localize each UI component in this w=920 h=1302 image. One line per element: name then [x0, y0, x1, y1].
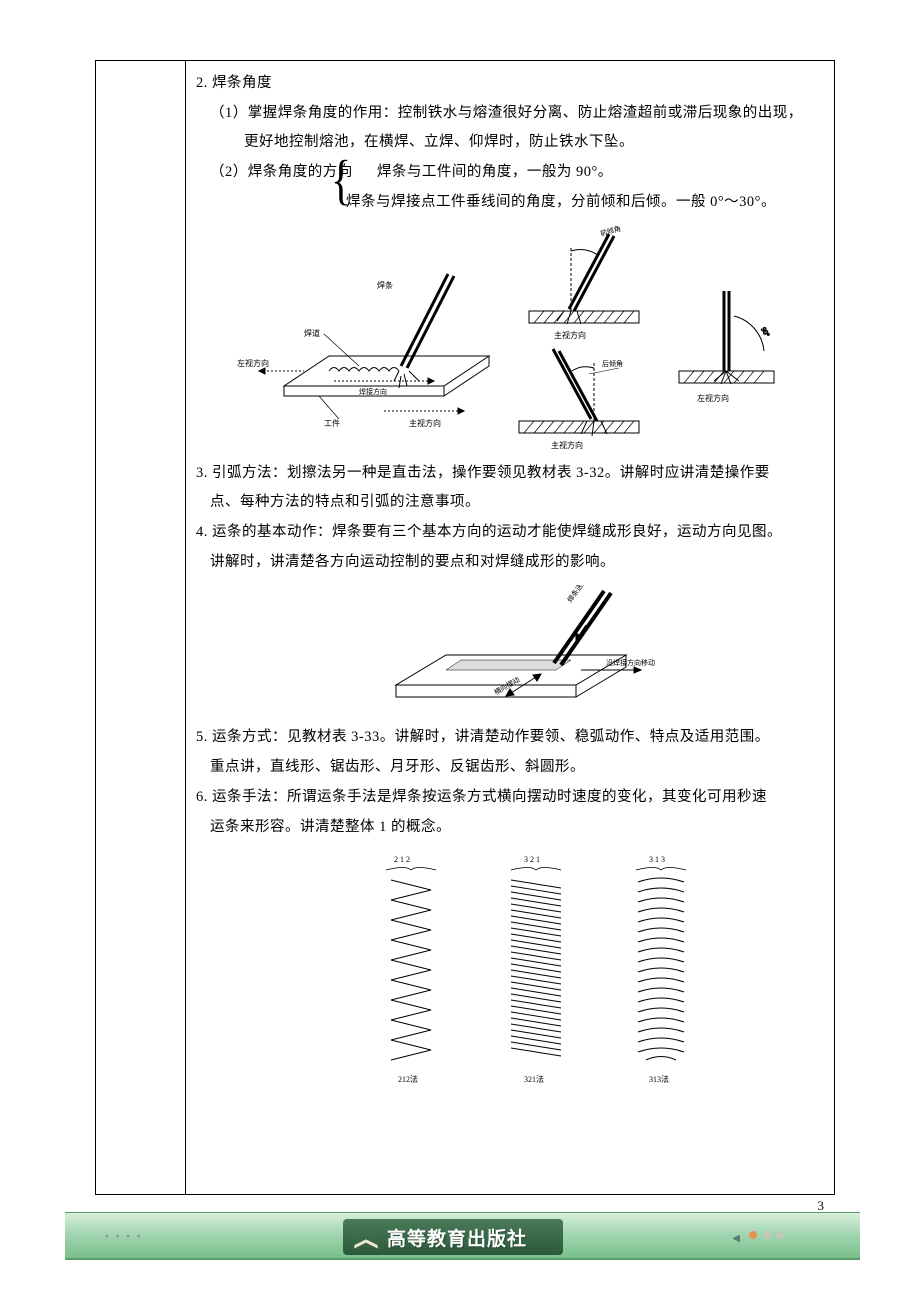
section-2-item1-line2: 更好地控制熔池，在横焊、立焊、仰焊时，防止铁水下坠。 [196, 128, 821, 158]
footer-arrow-icon: ◀ [732, 1233, 740, 1244]
brace-group: { （2）焊条角度的方向 焊条与工件间的角度，一般为 90°。 焊条与焊接点工件… [196, 158, 821, 217]
dot-icon [763, 1231, 771, 1239]
label-hantiao: 焊条 [377, 280, 393, 290]
section-2-item1-line1: （1）掌握焊条角度的作用：控制铁水与熔渣很好分离、防止熔渣超前或滞后现象的出现， [196, 99, 821, 129]
dot-icon [749, 1231, 757, 1239]
page-frame: 2. 焊条角度 （1）掌握焊条角度的作用：控制铁水与熔渣很好分离、防止熔渣超前或… [95, 60, 835, 1195]
pattern-top-2: 3 2 1 [524, 855, 540, 864]
curly-brace-icon: { [331, 154, 351, 209]
section-2-heading: 2. 焊条角度 [196, 69, 821, 99]
item2-sub1: 焊条与工件间的角度，一般为 90°。 [377, 164, 613, 180]
label-houqing: 后倾角 [602, 359, 623, 368]
label-qianqing: 前倾角 [599, 226, 622, 238]
figure-three-motions: 焊条送进 沿焊接方向移动 横向摆动 [376, 585, 686, 715]
label-handao: 焊道 [304, 328, 320, 338]
section-4-line1: 4. 运条的基本动作：焊条要有三个基本方向的运动才能使焊缝成形良好，运动方向见图… [196, 518, 821, 548]
publisher-badge: 高等教育出版社 [343, 1219, 563, 1255]
section-2-item2: （2）焊条角度的方向 焊条与工件间的角度，一般为 90°。 [196, 158, 821, 188]
svg-text:90°: 90° [759, 326, 771, 339]
section-5-line1: 5. 运条方式：见教材表 3-33。讲解时，讲清楚动作要领、稳弧动作、特点及适用… [196, 723, 821, 753]
figure-weave-patterns: 2 1 2 3 2 1 3 1 3 212法 321法 313法 [346, 850, 746, 1090]
pattern-top-1: 2 1 2 [394, 855, 410, 864]
footer-dots-right [749, 1231, 785, 1239]
section-6-line1: 6. 运条手法：所谓运条手法是焊条按运条方式横向摆动时速度的变化，其变化可用秒速 [196, 783, 821, 813]
section-5-line2: 重点讲，直线形、锯齿形、月牙形、反锯齿形、斜圆形。 [196, 753, 821, 783]
section-3-line2: 点、每种方法的特点和引弧的注意事项。 [196, 488, 821, 518]
pattern-top-3: 3 1 3 [649, 855, 665, 864]
pattern-bottom-2: 321法 [524, 1074, 544, 1084]
label-zuoshi-1: 左视方向 [237, 358, 269, 368]
figure-welding-angles: 焊条 焊道 左视方向 焊接方向 工件 主视方向 前倾角 主视方向 [229, 226, 789, 451]
pattern-bottom-1: 212法 [398, 1074, 418, 1084]
publisher-logo-icon [351, 1223, 381, 1251]
label-gongjian: 工件 [324, 418, 340, 428]
label-yanhanjie: 沿焊接方向移动 [606, 658, 655, 667]
publisher-name: 高等教育出版社 [387, 1224, 527, 1251]
item2-sub2: 焊条与焊接点工件垂线间的角度，分前倾和后倾。一般 0°～30°。 [196, 188, 821, 218]
left-margin-cell [96, 61, 186, 1194]
label-songjin: 焊条送进 [565, 585, 588, 604]
label-zhushi-2: 主视方向 [554, 330, 586, 340]
pattern-bottom-3: 313法 [649, 1074, 669, 1084]
dot-icon [777, 1231, 785, 1239]
label-hanjie: 焊接方向 [359, 387, 387, 396]
label-zhushi-3: 主视方向 [551, 440, 583, 450]
content-cell: 2. 焊条角度 （1）掌握焊条角度的作用：控制铁水与熔渣很好分离、防止熔渣超前或… [186, 61, 836, 1194]
section-6-line2: 运条来形容。讲清楚整体 1 的概念。 [196, 813, 821, 843]
footer-bar: • • • • 高等教育出版社 ◀ [65, 1212, 860, 1260]
footer-dots-left: • • • • [105, 1231, 143, 1243]
label-zuoshi-2: 左视方向 [697, 393, 729, 403]
label-zhushi-1: 主视方向 [409, 418, 441, 428]
section-4-line2: 讲解时，讲清楚各方向运动控制的要点和对焊缝成形的影响。 [196, 548, 821, 578]
section-3-line1: 3. 引弧方法：划擦法另一种是直击法，操作要领见教材表 3-32。讲解时应讲清楚… [196, 459, 821, 489]
